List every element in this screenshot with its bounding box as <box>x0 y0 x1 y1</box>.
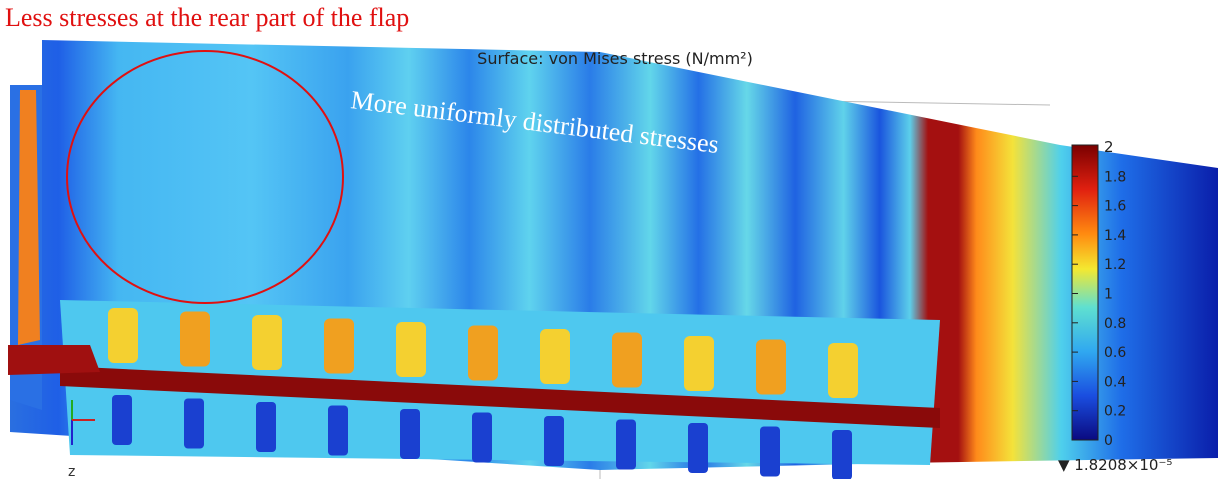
rib-top <box>684 336 714 391</box>
rib-top <box>252 315 282 370</box>
colorbar-tick-label: 0.6 <box>1104 345 1126 361</box>
colorbar-tick-label: 0 <box>1104 433 1113 449</box>
colorbar-tick-label: 1.4 <box>1104 228 1126 244</box>
colorbar-tick-label: 1.6 <box>1104 199 1126 215</box>
screenshot: z Less stresses at the rear part of the … <box>0 0 1218 479</box>
rib-top <box>324 319 354 374</box>
rib-bottom <box>544 416 564 466</box>
rib-bottom <box>616 420 636 470</box>
rib-top <box>396 322 426 377</box>
colorbar-min: ▼ 1.8208×10⁻⁵ <box>1058 456 1172 474</box>
colorbar-tick-label: 0.2 <box>1104 404 1126 420</box>
plot-title: Surface: von Mises stress (N/mm²) <box>477 49 753 68</box>
annotation: Less stresses at the rear part of the fl… <box>5 3 409 32</box>
rib-top <box>108 308 138 363</box>
rib-bottom <box>832 430 852 479</box>
rib-top <box>612 333 642 388</box>
colorbar-tick-label: 1.8 <box>1104 169 1126 185</box>
rib-bottom <box>328 406 348 456</box>
rib-top <box>828 343 858 398</box>
rib-top <box>468 326 498 381</box>
rib-bottom <box>760 427 780 477</box>
rib-top <box>756 340 786 395</box>
rib-bottom <box>184 399 204 449</box>
stress-plot: z Less stresses at the rear part of the … <box>0 0 1218 479</box>
axis-label: z <box>68 464 75 479</box>
colorbar-max: 2 <box>1104 138 1114 156</box>
colorbar-tick-label: 1.2 <box>1104 257 1126 273</box>
colorbar <box>1072 145 1098 440</box>
rib-bottom <box>112 395 132 445</box>
colorbar-tick-label: 0.8 <box>1104 316 1126 332</box>
rib-bottom <box>472 413 492 463</box>
colorbar-tick-label: 1 <box>1104 287 1113 303</box>
rib-bottom <box>688 423 708 473</box>
rib-top <box>540 329 570 384</box>
rib-bottom <box>400 409 420 459</box>
rib-top <box>180 312 210 367</box>
colorbar-tick-label: 0.4 <box>1104 374 1126 390</box>
rib-bottom <box>256 402 276 452</box>
root-high-stress <box>8 345 100 375</box>
